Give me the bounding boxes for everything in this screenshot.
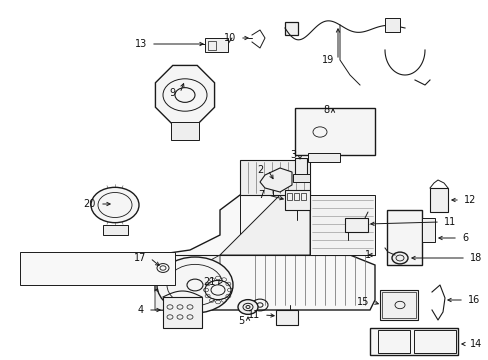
Bar xyxy=(294,108,374,155)
Bar xyxy=(20,252,175,285)
Polygon shape xyxy=(220,195,309,255)
Polygon shape xyxy=(309,195,374,255)
Text: 9: 9 xyxy=(169,88,176,98)
Text: 15: 15 xyxy=(356,297,368,307)
Bar xyxy=(381,292,415,318)
Bar xyxy=(345,218,367,232)
Text: 21: 21 xyxy=(203,277,216,287)
Polygon shape xyxy=(155,255,220,290)
Bar xyxy=(292,174,309,182)
Text: 2: 2 xyxy=(257,165,264,175)
Bar xyxy=(204,38,227,52)
Text: 8: 8 xyxy=(322,105,328,115)
Circle shape xyxy=(91,187,139,223)
Bar xyxy=(285,22,297,35)
Circle shape xyxy=(238,300,258,314)
Text: 14: 14 xyxy=(469,339,481,349)
Bar xyxy=(171,122,199,140)
Text: 5: 5 xyxy=(237,316,244,326)
Text: 1: 1 xyxy=(364,250,370,260)
Text: 19: 19 xyxy=(321,55,333,65)
Text: 18: 18 xyxy=(469,253,481,263)
Bar xyxy=(294,158,306,175)
Polygon shape xyxy=(240,160,309,195)
Bar xyxy=(286,193,291,200)
Bar xyxy=(207,41,216,50)
Bar xyxy=(386,210,421,265)
Text: 7: 7 xyxy=(257,190,264,200)
Bar xyxy=(307,153,339,162)
Text: 17: 17 xyxy=(133,253,146,263)
Text: 4: 4 xyxy=(138,305,143,315)
Text: 16: 16 xyxy=(467,295,479,305)
Bar xyxy=(384,18,399,32)
Bar xyxy=(293,193,298,200)
Bar xyxy=(429,188,447,212)
Text: 6: 6 xyxy=(461,233,467,243)
Text: 13: 13 xyxy=(135,39,147,49)
Text: 20: 20 xyxy=(83,199,96,209)
Circle shape xyxy=(391,252,407,264)
Bar xyxy=(379,290,417,320)
Bar xyxy=(275,310,297,325)
Bar xyxy=(377,330,409,353)
Text: 12: 12 xyxy=(463,195,475,205)
Polygon shape xyxy=(260,168,291,192)
Polygon shape xyxy=(155,66,214,125)
Text: 11: 11 xyxy=(247,310,260,320)
Bar xyxy=(421,218,434,242)
Circle shape xyxy=(157,257,232,313)
Bar xyxy=(285,190,309,210)
Polygon shape xyxy=(155,290,195,310)
Text: 3: 3 xyxy=(289,150,295,160)
Text: 10: 10 xyxy=(224,33,236,43)
Polygon shape xyxy=(155,195,374,310)
Text: 11: 11 xyxy=(443,217,455,227)
Bar xyxy=(369,328,457,355)
Bar xyxy=(413,330,455,353)
Bar xyxy=(163,297,202,328)
Bar xyxy=(301,193,305,200)
Circle shape xyxy=(204,280,230,300)
Bar xyxy=(103,225,128,235)
